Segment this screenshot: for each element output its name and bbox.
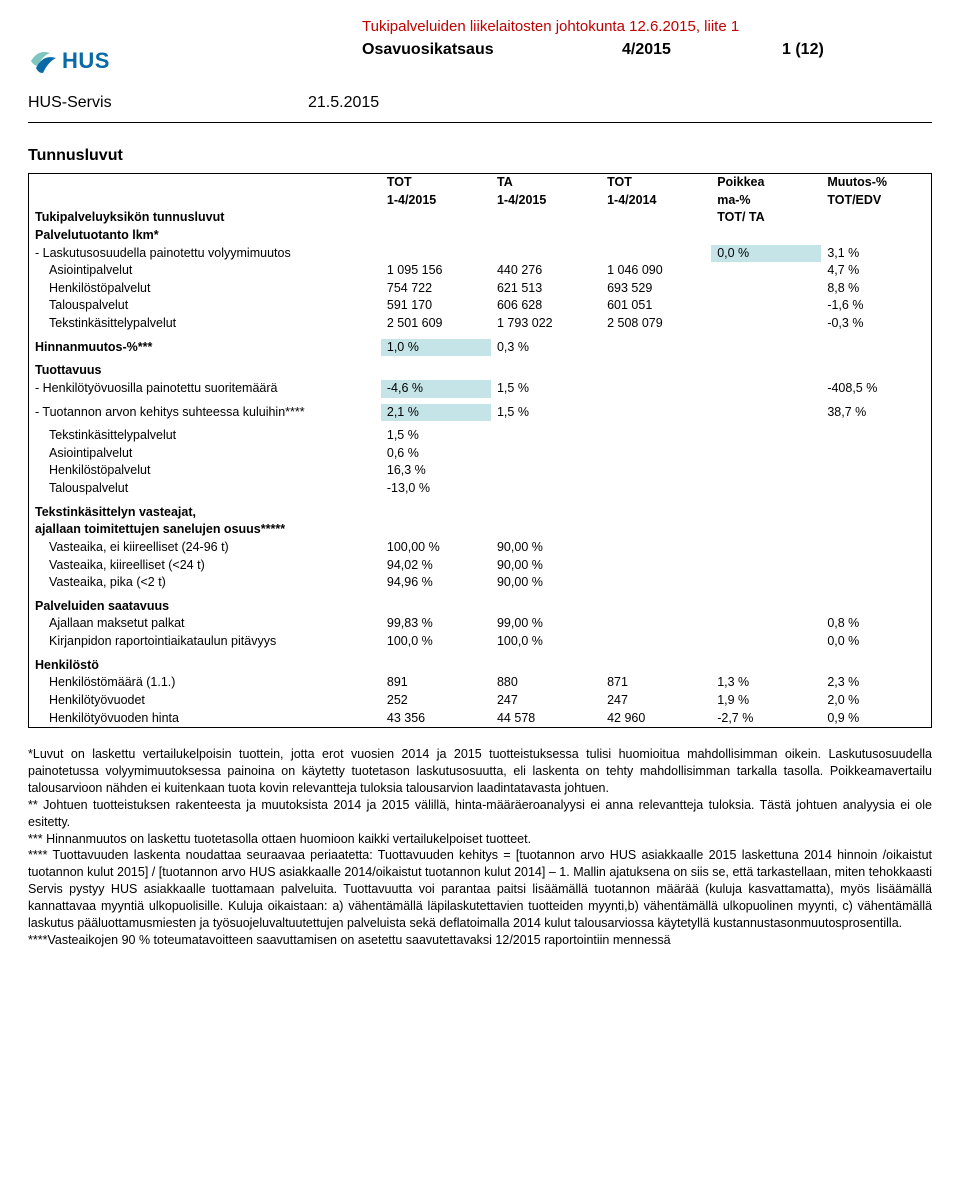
attachment-line: Tukipalveluiden liikelaitosten johtokunt… [362, 18, 932, 35]
table-row: Tekstinkäsittelypalvelut1,5 % [29, 427, 932, 445]
col3b: 1-4/2014 [601, 192, 711, 210]
col1b: 1-4/2015 [381, 192, 491, 210]
prod-row2-v1: 2,1 % [381, 404, 491, 422]
col4a: Poikkea [711, 174, 821, 192]
table-row: Vasteaika, kiireelliset (<24 t)94,02 %90… [29, 557, 932, 575]
col-label: Tukipalveluyksikön tunnusluvut [29, 174, 381, 227]
group-prod-title: Tuottavuus [29, 362, 932, 380]
hus-leaf-icon [28, 46, 58, 76]
report-period: 4/2015 [622, 41, 782, 59]
table-row: Asiointipalvelut0,6 % [29, 445, 932, 463]
table-row: Henkilöstöpalvelut754 722621 513693 5298… [29, 280, 932, 298]
group-text-title2: ajallaan toimitettujen sanelujen osuus**… [29, 521, 932, 539]
group-price-title: Hinnanmuutos-%*** [29, 339, 381, 357]
group-staff-title: Henkilöstö [29, 657, 932, 675]
table-row: Henkilötyövuodet2522472471,9 %2,0 % [29, 692, 932, 710]
logo-text: HUS [62, 48, 110, 74]
col1a: TOT [381, 174, 491, 192]
group-text-title1: Tekstinkäsittelyn vasteajat, [29, 504, 932, 522]
col5a: Muutos-% [821, 174, 931, 192]
report-title: Osavuosikatsaus [362, 41, 622, 59]
footnote-5: ****Vasteaikojen 90 % toteumatavoitteen … [28, 932, 932, 949]
table-row: Ajallaan maksetut palkat99,83 %99,00 %0,… [29, 615, 932, 633]
col5b: TOT/EDV [821, 192, 931, 210]
table-row: Kirjanpidon raportointiaikataulun pitävy… [29, 633, 932, 651]
prod-row2-label: - Tuotannon arvon kehitys suhteessa kulu… [29, 404, 381, 422]
table-row: Henkilöstömäärä (1.1.)8918808711,3 %2,3 … [29, 674, 932, 692]
table-row: Vasteaika, pika (<2 t)94,96 %90,00 % [29, 574, 932, 592]
page-info: 1 (12) [782, 41, 824, 59]
footnote-3: *** Hinnanmuutos on laskettu tuotetasoll… [28, 831, 932, 848]
report-date: 21.5.2015 [308, 94, 379, 112]
col2a: TA [491, 174, 601, 192]
footnote-1: *Luvut on laskettu vertailukelpoisin tuo… [28, 746, 932, 797]
divider [28, 122, 932, 123]
prod-row1-v2: 1,5 % [491, 380, 601, 398]
weighted-volume-label: - Laskutusosuudella painotettu volyymimu… [29, 245, 381, 263]
group-production-title: Palvelutuotanto lkm* [29, 227, 932, 245]
logo: HUS [28, 46, 110, 76]
prod-row1-chg: -408,5 % [821, 380, 931, 398]
table-row: Henkilötyövuoden hinta43 35644 57842 960… [29, 710, 932, 728]
col2b: 1-4/2015 [491, 192, 601, 210]
unit-name: HUS-Servis [28, 94, 308, 112]
key-figures-table: Tukipalveluyksikön tunnusluvut TOT TA TO… [28, 173, 932, 728]
footnote-4: **** Tuottavuuden laskenta noudattaa seu… [28, 847, 932, 931]
section-title: Tunnusluvut [28, 147, 932, 165]
footnote-2: ** Johtuen tuotteistuksen rakenteesta ja… [28, 797, 932, 831]
table-row: Asiointipalvelut1 095 156440 2761 046 09… [29, 262, 932, 280]
table-row: Talouspalvelut-13,0 % [29, 480, 932, 498]
prod-row2-chg: 38,7 % [821, 404, 931, 422]
table-row: Talouspalvelut591 170606 628601 051-1,6 … [29, 297, 932, 315]
price-v2: 0,3 % [491, 339, 601, 357]
col3a: TOT [601, 174, 711, 192]
price-v1: 1,0 % [381, 339, 491, 357]
table-row: Henkilöstöpalvelut16,3 % [29, 462, 932, 480]
weighted-volume-chg: 3,1 % [821, 245, 931, 263]
prod-row1-v1: -4,6 % [381, 380, 491, 398]
col4b: ma-% [711, 192, 821, 210]
table-row: Vasteaika, ei kiireelliset (24-96 t)100,… [29, 539, 932, 557]
group-avail-title: Palveluiden saatavuus [29, 598, 932, 616]
prod-row1-label: - Henkilötyövuosilla painotettu suoritem… [29, 380, 381, 398]
table-row: Tekstinkäsittelypalvelut2 501 6091 793 0… [29, 315, 932, 333]
weighted-volume-dev: 0,0 % [711, 245, 821, 263]
prod-row2-v2: 1,5 % [491, 404, 601, 422]
col4c: TOT/ TA [711, 209, 821, 227]
footnotes: *Luvut on laskettu vertailukelpoisin tuo… [28, 746, 932, 949]
